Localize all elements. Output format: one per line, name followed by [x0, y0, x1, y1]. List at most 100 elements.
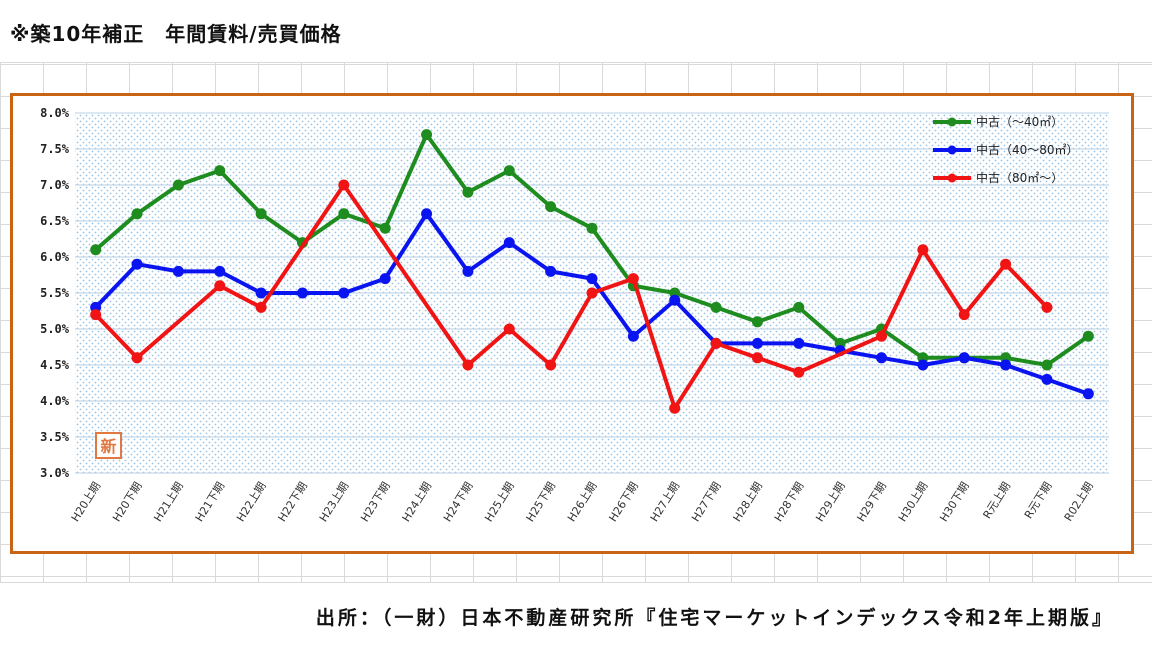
x-tick-label: H22上期: [234, 480, 268, 524]
x-tick-label: H24上期: [400, 480, 434, 524]
y-tick-label: 7.5%: [40, 142, 70, 156]
y-tick-label: 5.0%: [40, 322, 70, 336]
x-tick-label: H21上期: [151, 480, 185, 524]
data-point: [751, 337, 763, 349]
data-point: [876, 352, 888, 364]
data-point: [462, 186, 474, 198]
y-tick-label: 3.0%: [40, 466, 70, 480]
data-point: [90, 309, 102, 321]
data-point: [1082, 330, 1094, 342]
data-point: [338, 179, 350, 191]
y-tick-label: 8.0%: [40, 106, 70, 120]
data-point: [793, 337, 805, 349]
data-point: [131, 258, 143, 270]
data-point: [586, 287, 598, 299]
data-point: [751, 352, 763, 364]
data-point: [710, 301, 722, 313]
data-point: [255, 301, 267, 313]
data-point: [172, 265, 184, 277]
y-tick-label: 7.0%: [40, 178, 70, 192]
data-point: [255, 208, 267, 220]
data-point: [503, 165, 515, 177]
data-point: [793, 366, 805, 378]
x-tick-label: R02上期: [1062, 480, 1096, 524]
legend-label: 中古（80㎡～）: [976, 170, 1063, 185]
new-badge: [95, 432, 122, 459]
x-tick-label: R元上期: [981, 480, 1014, 521]
y-tick-label: 6.5%: [40, 214, 70, 228]
x-tick-label: H26下期: [606, 480, 640, 524]
data-point: [1041, 359, 1053, 371]
data-point: [1000, 258, 1012, 270]
x-tick-label: H22下期: [276, 480, 310, 524]
data-point: [90, 244, 102, 256]
data-point: [131, 352, 143, 364]
data-point: [421, 129, 433, 141]
chart-frame[interactable]: 3.0% 3.5% 4.0% 4.5% 5.0% 5.5% 6.0% 6.5% 7.0% 7.5%…: [10, 93, 1134, 554]
data-point: [296, 287, 308, 299]
data-point: [421, 208, 433, 220]
data-point: [379, 273, 391, 285]
y-tick-label: 4.5%: [40, 358, 70, 372]
data-point: [586, 273, 598, 285]
data-point: [1041, 301, 1053, 313]
data-point: [669, 402, 681, 414]
data-point: [214, 265, 226, 277]
source-note: 出所：（一財）日本不動産研究所『住宅マーケットインデックス令和2年上期版』: [315, 607, 1114, 629]
x-tick-label: H21下期: [193, 480, 227, 524]
x-tick-label: H24下期: [441, 480, 475, 524]
data-point: [1041, 373, 1053, 385]
data-point: [379, 222, 391, 234]
x-tick-label: H29上期: [813, 480, 847, 524]
data-point: [545, 201, 557, 213]
data-point: [131, 208, 143, 220]
x-tick-label: H23上期: [317, 480, 351, 524]
data-point: [214, 280, 226, 292]
data-point: [958, 352, 970, 364]
data-point: [917, 244, 929, 256]
data-point: [586, 222, 598, 234]
y-tick-label: 4.0%: [40, 394, 70, 408]
data-point: [876, 330, 888, 342]
x-tick-label: H28上期: [730, 480, 764, 524]
legend-label: 中古（～40㎡）: [976, 114, 1063, 129]
x-tick-label: H27下期: [689, 480, 723, 524]
legend-label: 中古（40～80㎡）: [976, 142, 1079, 157]
x-tick-label: H28下期: [772, 480, 806, 524]
data-point: [545, 359, 557, 371]
legend-swatch-marker: [947, 145, 957, 155]
data-point: [669, 294, 681, 306]
y-tick-label: 5.5%: [40, 286, 70, 300]
x-tick-label: H20下期: [110, 480, 144, 524]
footer-band: 出所：（一財）日本不動産研究所『住宅マーケットインデックス令和2年上期版』: [0, 582, 1152, 648]
data-point: [172, 179, 184, 191]
x-tick-label: H25下期: [524, 480, 558, 524]
data-point: [917, 359, 929, 371]
data-point: [751, 316, 763, 328]
line-chart: 3.0% 3.5% 4.0% 4.5% 5.0% 5.5% 6.0% 6.5% 7.0% 7.5%…: [40, 106, 1109, 524]
data-point: [958, 309, 970, 321]
data-point: [255, 287, 267, 299]
data-point: [503, 237, 515, 249]
new-badge-label: 新: [100, 437, 116, 456]
x-tick-label: H23下期: [358, 480, 392, 524]
data-point: [462, 265, 474, 277]
x-tick-label: H25上期: [482, 480, 516, 524]
x-tick-label: H30下期: [937, 480, 971, 524]
header-band: ※築10年補正 年間賃料/売買価格: [0, 0, 1152, 63]
data-point: [793, 301, 805, 313]
data-point: [338, 208, 350, 220]
legend-swatch-marker: [947, 117, 957, 127]
data-point: [214, 165, 226, 177]
data-point: [1000, 359, 1012, 371]
data-point: [503, 323, 515, 335]
x-tick-label: H29下期: [855, 480, 889, 524]
legend-swatch-marker: [947, 173, 957, 183]
data-point: [1082, 388, 1094, 400]
x-tick-label: H26上期: [565, 480, 599, 524]
data-point: [627, 330, 639, 342]
data-point: [338, 287, 350, 299]
data-point: [545, 265, 557, 277]
y-tick-label: 3.5%: [40, 430, 70, 444]
x-tick-label: H20上期: [69, 480, 103, 524]
